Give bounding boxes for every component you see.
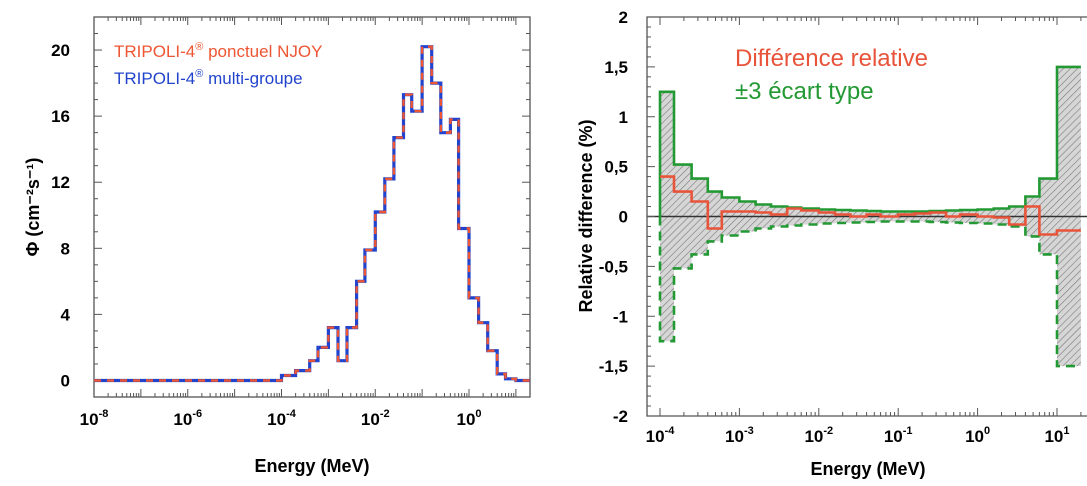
- flux-x-tick-label: 10-4: [267, 408, 297, 429]
- flux-legend: TRIPOLI-4® ponctuel NJOY TRIPOLI-4® mult…: [114, 41, 322, 88]
- reldiff-legend: Différence relative ±3 écart type: [735, 45, 928, 105]
- reldiff-y-tick-label: -2: [613, 407, 628, 426]
- flux-y-tick-label: 20: [51, 41, 70, 60]
- reldiff-y-tick-label: -1,5: [599, 357, 628, 376]
- reldiff-y-tick-label: 0,5: [604, 158, 628, 177]
- flux-y-tick-label: 16: [51, 107, 70, 126]
- flux-x-tick-label: 10-2: [361, 408, 390, 429]
- flux-x-ticks: 10-8 10-6 10-4 10-2 100: [80, 17, 531, 429]
- sigma-lower-line: [658, 216, 1081, 368]
- multigroup-series-line: [94, 45, 530, 383]
- reldiff-x-tick-label: 100: [965, 425, 990, 446]
- difference-line: [660, 175, 1081, 236]
- legend-sigma-label: ±3 écart type: [735, 78, 874, 105]
- flux-y-tick-label: 0: [61, 371, 70, 390]
- reldiff-y-tick-label: 1: [619, 108, 628, 127]
- reldiff-y-ticks: -2 -1,5 -1 -0,5 0 0,5 1 1,5 2: [599, 8, 655, 426]
- flux-series: [94, 45, 530, 383]
- reldiff-y-tick-label: -0,5: [599, 257, 628, 276]
- reldiff-x-tick-label: 10-2: [804, 425, 833, 446]
- reldiff-x-tick-label: 10-4: [646, 425, 676, 446]
- reldiff-y-tick-label: 1,5: [604, 58, 628, 77]
- legend-njoy-label: TRIPOLI-4® ponctuel NJOY: [114, 41, 322, 61]
- flux-x-tick-label: 10-6: [173, 408, 202, 429]
- flux-xlabel: Energy (MeV): [254, 456, 369, 476]
- flux-ylabel: Φ (cm⁻²s⁻¹): [23, 158, 43, 257]
- sigma-upper-line: [658, 65, 1081, 217]
- reldiff-ylabel: Relative difference (%): [576, 119, 596, 312]
- flux-x-tick-label: 10-8: [80, 408, 109, 429]
- reldiff-y-tick-label: 0: [619, 208, 628, 227]
- reldiff-x-ticks: 10-4 10-3 10-2 10-1 100 101: [646, 17, 1082, 446]
- flux-x-tick-label: 100: [456, 408, 481, 429]
- flux-chart: 10-8 10-6 10-4 10-2 100 0 4 8 12 16 20 TRIPOLI-4®…: [23, 16, 531, 476]
- flux-y-tick-label: 8: [61, 239, 70, 258]
- flux-plot-frame: [93, 16, 531, 398]
- reldiff-chart: 10-4 10-3 10-2 10-1 100 101 -2 -1,5 -1 -0,5 0 0,5 1…: [576, 8, 1087, 479]
- njoy-series-line: [94, 45, 530, 382]
- reldiff-x-tick-label: 10-1: [884, 425, 913, 446]
- legend-multigroup-label: TRIPOLI-4® multi-groupe: [114, 68, 303, 88]
- reldiff-x-tick-label: 10-3: [725, 425, 754, 446]
- flux-y-tick-label: 12: [51, 173, 70, 192]
- reldiff-xlabel: Energy (MeV): [810, 459, 925, 479]
- reldiff-x-tick-label: 101: [1044, 425, 1069, 446]
- reldiff-y-tick-label: -1: [613, 307, 628, 326]
- legend-difference-label: Différence relative: [735, 45, 928, 72]
- reldiff-y-tick-label: 2: [619, 8, 628, 27]
- flux-y-tick-label: 4: [61, 305, 71, 324]
